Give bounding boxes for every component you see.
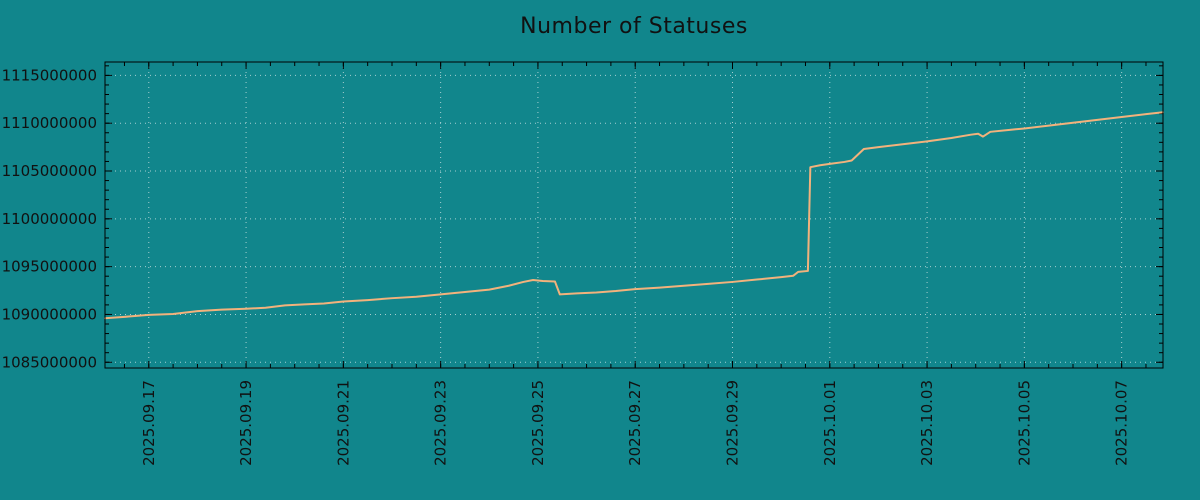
x-tick-label: 2025.09.19 [237,380,255,466]
series-line [104,111,1164,320]
x-tick-label: 2025.09.21 [334,380,352,466]
y-tick-label: 1105000000 [2,162,97,180]
x-tick-label: 2025.10.07 [1113,380,1131,466]
y-tick-label: 1100000000 [2,210,97,228]
y-tick-label: 1085000000 [2,353,97,371]
x-tick-label: 2025.10.01 [821,380,839,466]
x-tick-label: 2025.09.29 [724,380,742,466]
series-layer [104,111,1164,320]
axis-labels: 1085000000 1090000000 1095000000 1100000000… [2,66,1131,466]
x-tick-label: 2025.09.27 [626,380,644,466]
x-tick-label: 2025.10.03 [918,380,936,466]
x-tick-label: 2025.09.25 [529,380,547,466]
plot-border [104,61,1164,369]
axis-ticks [105,62,1163,368]
y-tick-label: 1115000000 [2,66,97,84]
y-tick-label: 1090000000 [2,305,97,323]
y-tick-label: 1095000000 [2,258,97,276]
chart-title: Number of Statuses [520,14,748,39]
grid-lines [105,62,1163,368]
y-tick-label: 1110000000 [2,114,97,132]
x-tick-label: 2025.09.23 [432,380,450,466]
x-tick-label: 2025.09.17 [140,380,158,466]
plot-frame [104,61,1164,369]
x-tick-label: 2025.10.05 [1015,380,1033,466]
